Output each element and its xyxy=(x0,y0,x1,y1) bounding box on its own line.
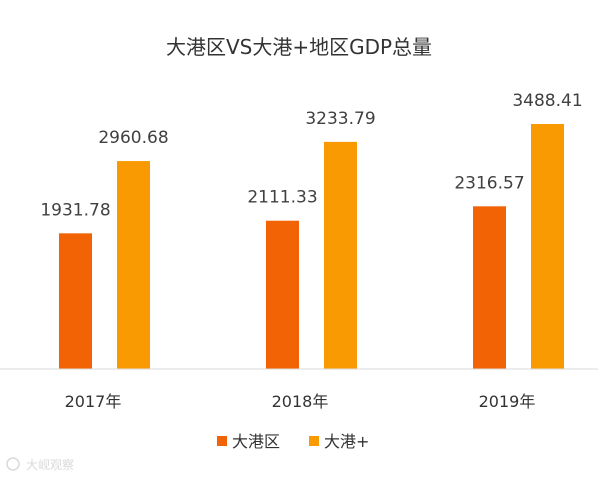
legend-swatch xyxy=(309,436,319,446)
x-tick-label: 2017年 xyxy=(65,392,122,411)
legend: 大港区 大港+ xyxy=(217,432,369,451)
chart-title: 大港区VS大港+地区GDP总量 xyxy=(166,35,432,59)
bar-dagang-district-1 xyxy=(59,233,92,369)
bar-dagang-plus-3 xyxy=(531,124,564,369)
watermark: 大岘观察 xyxy=(6,457,74,472)
x-tick-label: 2019年 xyxy=(479,392,536,411)
bar-dagang-plus-2 xyxy=(324,141,357,369)
bar-dagang-district-3 xyxy=(473,206,506,369)
data-label: 3488.41 xyxy=(512,91,582,111)
legend-swatch xyxy=(217,436,227,446)
legend-label: 大港区 xyxy=(232,432,280,451)
data-label: 1931.78 xyxy=(40,200,110,220)
bar-dagang-district-2 xyxy=(266,220,299,369)
data-label: 2316.57 xyxy=(454,173,524,193)
data-label: 2111.33 xyxy=(247,188,317,208)
data-label: 2960.68 xyxy=(98,128,168,148)
watermark-logo-icon xyxy=(6,457,20,471)
legend-label: 大港+ xyxy=(324,432,369,451)
data-label: 3233.79 xyxy=(305,109,375,129)
bar-dagang-plus-1 xyxy=(117,161,150,369)
x-tick-label: 2018年 xyxy=(272,392,329,411)
watermark-text: 大岘观察 xyxy=(26,458,74,472)
